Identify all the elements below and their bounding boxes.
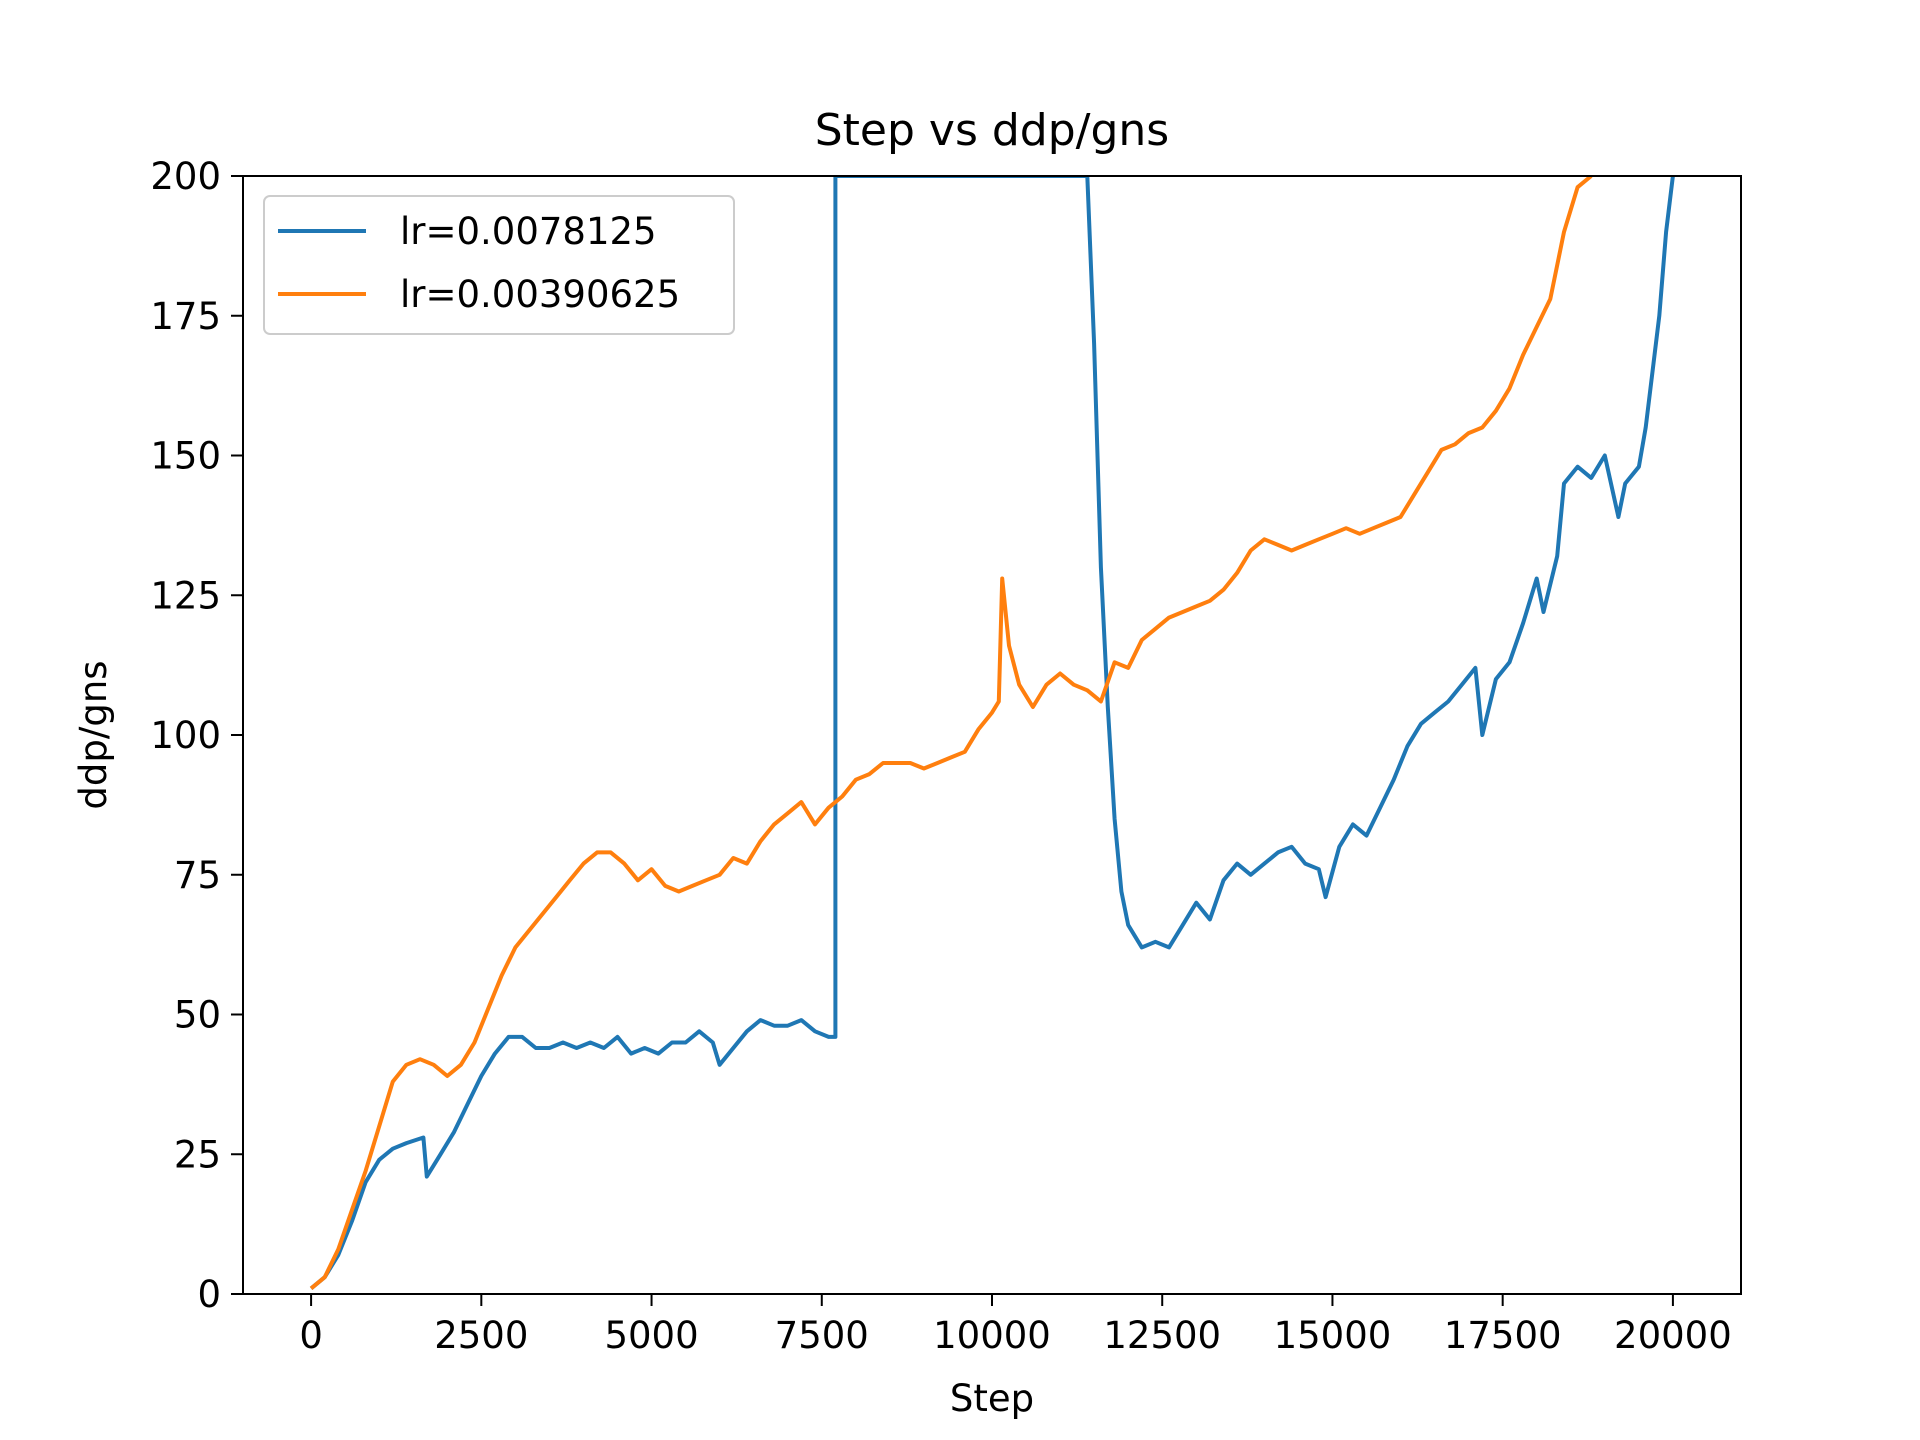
series-line-0 [309, 176, 1675, 1290]
y-axis-ticks: 0 25 50 75 100 125 150 175 200 [150, 155, 243, 1316]
plot-frame [242, 175, 1742, 1295]
y-tick-label: 200 [150, 155, 221, 198]
x-tick-label: 5000 [604, 1314, 698, 1357]
y-tick-label: 0 [197, 1273, 221, 1316]
x-axis-ticks: 0 2500 5000 7500 10000 12500 15000 17500 20000 [299, 1294, 1732, 1357]
x-tick-label: 17500 [1444, 1314, 1562, 1357]
y-tick-label: 50 [174, 994, 221, 1037]
x-tick-label: 10000 [933, 1314, 1051, 1357]
y-tick-label: 75 [174, 854, 221, 897]
legend-label-series-0: lr=0.0078125 [400, 210, 657, 253]
series-line-1 [309, 176, 1593, 1290]
legend-label-series-1: lr=0.00390625 [400, 273, 680, 316]
y-tick-label: 125 [150, 574, 221, 617]
y-tick-label: 150 [150, 435, 221, 478]
y-tick-label: 175 [150, 295, 221, 338]
y-tick-label: 100 [150, 714, 221, 757]
x-tick-label: 0 [299, 1314, 323, 1357]
x-tick-label: 15000 [1274, 1314, 1392, 1357]
x-tick-label: 7500 [775, 1314, 869, 1357]
x-tick-label: 12500 [1103, 1314, 1221, 1357]
x-axis-label: Step [950, 1377, 1034, 1420]
series-layer [309, 176, 1675, 1290]
x-tick-label: 20000 [1614, 1314, 1732, 1357]
legend-box [263, 195, 735, 335]
y-axis-label: ddp/gns [72, 660, 115, 809]
legend: lr=0.0078125 lr=0.00390625 [263, 195, 735, 335]
y-tick-label: 25 [174, 1133, 221, 1176]
x-tick-label: 2500 [434, 1314, 528, 1357]
chart-title: Step vs ddp/gns [815, 105, 1169, 156]
